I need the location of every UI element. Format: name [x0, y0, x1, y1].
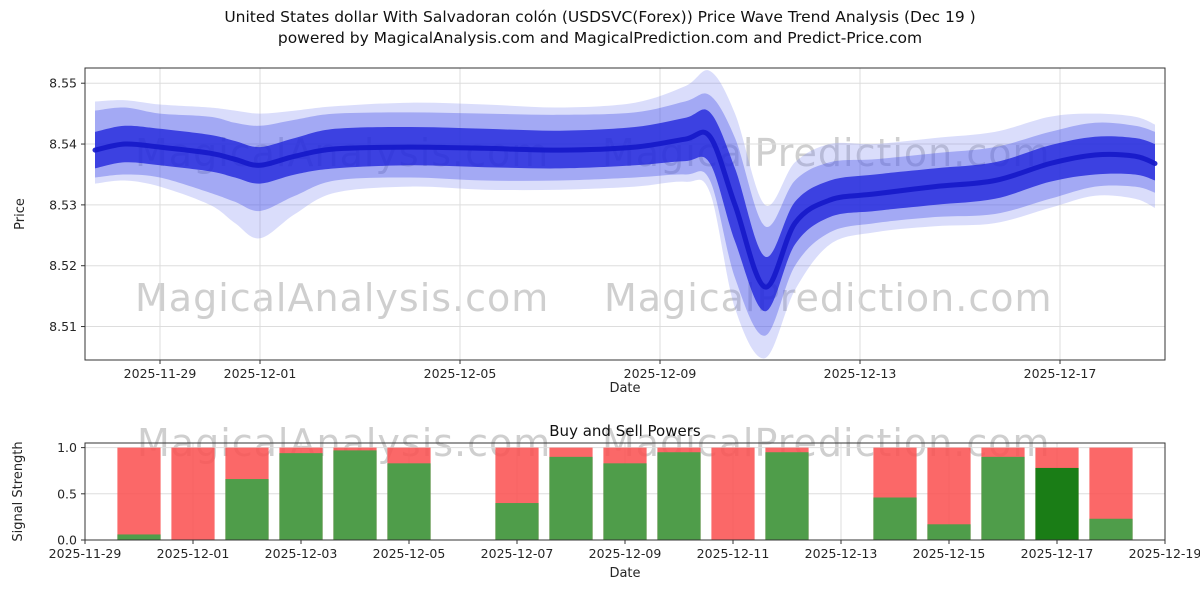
- y-tick-label: 8.53: [49, 197, 77, 212]
- x-tick-label: 2025-12-01: [157, 546, 230, 561]
- bars-x-axis-label: Date: [609, 566, 640, 581]
- bars-y-axis-label: Signal Strength: [11, 441, 26, 541]
- buy-bar: [495, 503, 539, 540]
- x-tick-label: 2025-12-11: [697, 546, 770, 561]
- x-tick-label: 2025-12-17: [1021, 546, 1094, 561]
- x-tick-label: 2025-11-29: [124, 366, 197, 381]
- y-tick-label: 1.0: [57, 440, 77, 455]
- buy-bar: [765, 452, 809, 540]
- x-tick-label: 2025-12-17: [1024, 366, 1097, 381]
- buy-bar: [117, 534, 161, 540]
- buy-bar: [1035, 467, 1079, 540]
- buy-bar: [1089, 518, 1133, 540]
- buy-bar: [927, 524, 971, 540]
- buy-bar: [387, 463, 431, 540]
- sell-bar: [171, 447, 215, 540]
- x-tick-label: 2025-12-03: [265, 546, 338, 561]
- watermark-analysis-mid: MagicalAnalysis.com: [135, 276, 550, 320]
- x-tick-label: 2025-12-05: [424, 366, 497, 381]
- chart-title-line1: United States dollar With Salvadoran col…: [224, 8, 976, 26]
- buy-sell-bars-group: [117, 447, 1133, 540]
- buy-bar: [225, 479, 269, 540]
- buy-bar: [657, 452, 701, 540]
- buy-bar: [279, 453, 323, 540]
- buy-bar: [333, 450, 377, 540]
- y-tick-label: 8.54: [49, 137, 77, 152]
- buy-bar: [603, 463, 647, 540]
- axes-frame: [84, 67, 1166, 361]
- x-tick-label: 2025-12-09: [624, 366, 697, 381]
- price-x-axis-label: Date: [609, 381, 640, 396]
- y-tick-label: 8.55: [49, 76, 77, 91]
- x-tick-label: 2025-12-15: [913, 546, 986, 561]
- buy-bar: [873, 497, 917, 540]
- buy-bar: [981, 456, 1025, 540]
- x-tick-label: 2025-12-01: [224, 366, 297, 381]
- y-tick-label: 0.5: [57, 486, 77, 501]
- price-wave-band-group: [92, 70, 1158, 359]
- x-tick-label: 2025-12-13: [824, 366, 897, 381]
- x-tick-label: 2025-11-29: [49, 546, 122, 561]
- sell-bar: [711, 447, 755, 540]
- x-tick-label: 2025-12-13: [805, 546, 878, 561]
- sell-bar: [117, 447, 161, 540]
- x-tick-label: 2025-12-09: [589, 546, 662, 561]
- price-y-axis-label: Price: [13, 198, 28, 230]
- y-tick-label: 8.51: [49, 319, 77, 334]
- x-tick-label: 2025-12-05: [373, 546, 446, 561]
- buy-bar: [549, 456, 593, 540]
- x-tick-label: 2025-12-07: [481, 546, 554, 561]
- bar-chart-title: Buy and Sell Powers: [549, 422, 701, 440]
- y-tick-label: 8.52: [49, 258, 77, 273]
- x-tick-label: 2025-12-19: [1129, 546, 1200, 561]
- price-band-inner: [95, 109, 1155, 312]
- price-center-line: [92, 129, 1158, 290]
- watermark-prediction-mid: MagicalPrediction.com: [604, 276, 1053, 320]
- chart-title-line2: powered by MagicalAnalysis.com and Magic…: [277, 29, 923, 47]
- y-tick-label: 0.0: [57, 533, 77, 548]
